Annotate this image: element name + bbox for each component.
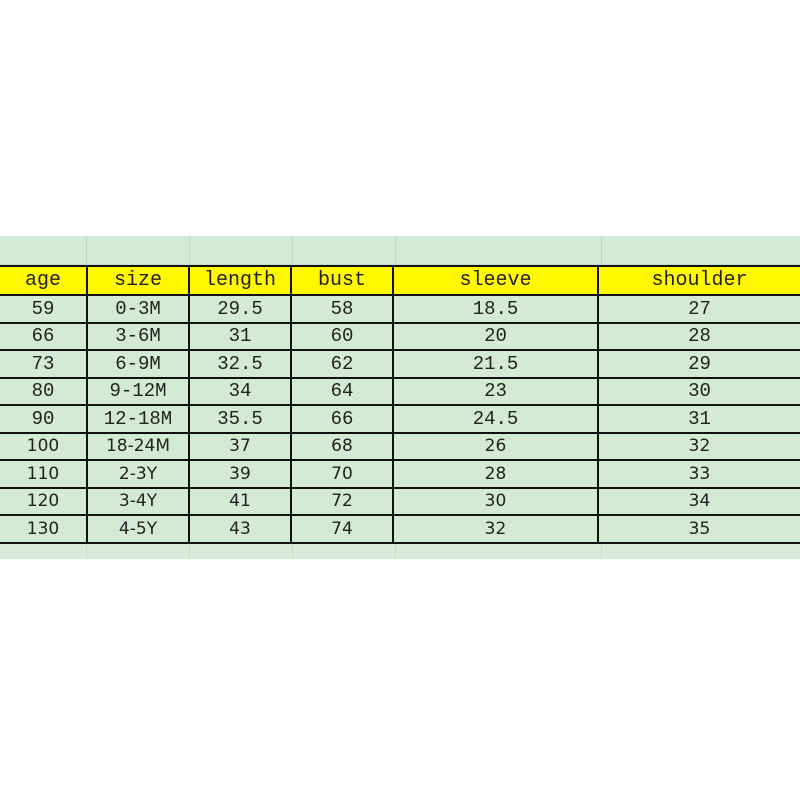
cell-bust: 62	[290, 349, 394, 379]
header-age: age	[0, 265, 88, 296]
cell-shoulder: 27	[597, 294, 800, 324]
cell-bust: 68	[290, 431, 394, 461]
size-table: age size length bust sleeve shoulder 59 0-3M 29.…	[0, 265, 800, 544]
cell-length: 41	[188, 486, 292, 516]
cell-sleeve: 30	[392, 486, 599, 516]
cell-shoulder: 33	[597, 459, 800, 489]
cell-sleeve: 32	[392, 514, 599, 544]
cell-age: 110	[0, 459, 88, 489]
table-row: 120 3-4Y 41 72 30 34	[0, 486, 800, 516]
cell-sleeve: 21.5	[392, 349, 599, 379]
cell-size: 0-3M	[86, 294, 190, 324]
cell-size: 3-4Y	[86, 486, 190, 516]
cell-length: 43	[188, 514, 292, 544]
cell-size: 4-5Y	[86, 514, 190, 544]
cell-sleeve: 24.5	[392, 404, 599, 434]
cell-sleeve: 23	[392, 376, 599, 406]
cell-length: 39	[188, 459, 292, 489]
cell-age: 120	[0, 486, 88, 516]
header-row: age size length bust sleeve shoulder	[0, 265, 800, 296]
cell-shoulder: 35	[597, 514, 800, 544]
cell-bust: 72	[290, 486, 394, 516]
cell-shoulder: 29	[597, 349, 800, 379]
cell-bust: 74	[290, 514, 394, 544]
table-row: 90 12-18M 35.5 66 24.5 31	[0, 404, 800, 434]
blank-top-row	[0, 236, 800, 265]
cell-sleeve: 18.5	[392, 294, 599, 324]
table-row: 100 18-24M 37 68 26 32	[0, 431, 800, 461]
cell-length: 34	[188, 376, 292, 406]
cell-age: 90	[0, 404, 88, 434]
cell-bust: 64	[290, 376, 394, 406]
cell-shoulder: 31	[597, 404, 800, 434]
table-row: 130 4-5Y 43 74 32 35	[0, 514, 800, 544]
blank-bottom-row	[0, 543, 800, 559]
cell-bust: 58	[290, 294, 394, 324]
table-row: 73 6-9M 32.5 62 21.5 29	[0, 349, 800, 379]
cell-bust: 60	[290, 321, 394, 351]
cell-age: 59	[0, 294, 88, 324]
cell-length: 32.5	[188, 349, 292, 379]
cell-age: 66	[0, 321, 88, 351]
cell-shoulder: 34	[597, 486, 800, 516]
table-row: 59 0-3M 29.5 58 18.5 27	[0, 294, 800, 324]
cell-size: 9-12M	[86, 376, 190, 406]
cell-shoulder: 28	[597, 321, 800, 351]
cell-shoulder: 30	[597, 376, 800, 406]
header-size: size	[86, 265, 190, 296]
cell-age: 130	[0, 514, 88, 544]
header-bust: bust	[290, 265, 394, 296]
cell-sleeve: 20	[392, 321, 599, 351]
cell-age: 80	[0, 376, 88, 406]
cell-bust: 70	[290, 459, 394, 489]
cell-size: 6-9M	[86, 349, 190, 379]
table-row: 110 2-3Y 39 70 28 33	[0, 459, 800, 489]
cell-age: 100	[0, 431, 88, 461]
cell-length: 29.5	[188, 294, 292, 324]
cell-bust: 66	[290, 404, 394, 434]
cell-size: 12-18M	[86, 404, 190, 434]
cell-length: 35.5	[188, 404, 292, 434]
cell-length: 37	[188, 431, 292, 461]
cell-size: 3-6M	[86, 321, 190, 351]
cell-sleeve: 28	[392, 459, 599, 489]
header-sleeve: sleeve	[392, 265, 599, 296]
header-shoulder: shoulder	[597, 265, 800, 296]
header-length: length	[188, 265, 292, 296]
cell-size: 2-3Y	[86, 459, 190, 489]
cell-size: 18-24M	[86, 431, 190, 461]
table-row: 80 9-12M 34 64 23 30	[0, 376, 800, 406]
cell-shoulder: 32	[597, 431, 800, 461]
cell-age: 73	[0, 349, 88, 379]
cell-length: 31	[188, 321, 292, 351]
size-chart: age size length bust sleeve shoulder 59 0-3M 29.…	[0, 236, 800, 559]
table-row: 66 3-6M 31 60 20 28	[0, 321, 800, 351]
cell-sleeve: 26	[392, 431, 599, 461]
